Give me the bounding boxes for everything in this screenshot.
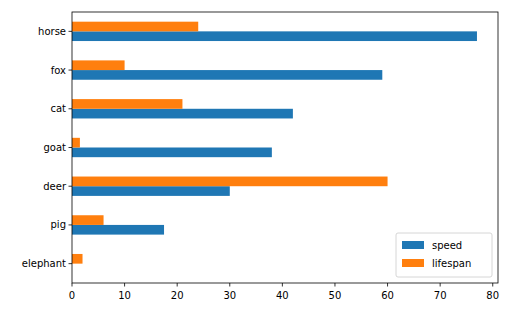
x-tick — [72, 283, 73, 287]
bars — [72, 22, 477, 264]
y-tick — [69, 70, 73, 71]
y-tick-label: elephant — [22, 258, 66, 269]
y-tick — [69, 31, 73, 32]
bar — [72, 138, 80, 148]
y-tick — [69, 263, 73, 264]
bar — [72, 60, 125, 70]
bar — [72, 215, 104, 225]
y-tick — [69, 108, 73, 109]
x-tick-label: 40 — [276, 290, 289, 301]
legend: speed lifespan — [396, 233, 492, 277]
legend-label: speed — [432, 240, 462, 251]
bar — [72, 99, 182, 109]
bar — [72, 225, 164, 235]
x-tick-label: 50 — [329, 290, 342, 301]
y-tick-label: cat — [50, 103, 66, 114]
bar — [72, 31, 477, 41]
x-tick-label: 0 — [69, 290, 75, 301]
legend-label: lifespan — [432, 258, 471, 269]
x-tick — [229, 283, 230, 287]
bar — [72, 22, 198, 32]
bar — [72, 109, 293, 119]
legend-swatch — [402, 259, 424, 267]
x-tick-label: 70 — [434, 290, 447, 301]
x-tick — [387, 283, 388, 287]
y-tick-label: horse — [38, 26, 66, 37]
x-tick-label: 60 — [381, 290, 394, 301]
x-tick — [124, 283, 125, 287]
y-tick-label: goat — [43, 142, 66, 153]
bar — [72, 186, 230, 196]
legend-swatch — [402, 241, 424, 249]
y-tick — [69, 224, 73, 225]
y-tick — [69, 186, 73, 187]
x-tick — [440, 283, 441, 287]
x-tick-label: 80 — [486, 290, 499, 301]
chart: 0 10 20 30 40 50 60 70 80 elephant pig deer goat cat f… — [0, 0, 506, 317]
bar — [72, 177, 388, 187]
bar — [72, 148, 272, 158]
y-tick — [69, 147, 73, 148]
bar — [72, 70, 382, 80]
plot-frame — [72, 12, 498, 283]
bar — [72, 254, 83, 264]
x-tick-label: 30 — [223, 290, 236, 301]
x-tick-label: 20 — [171, 290, 184, 301]
x-tick — [334, 283, 335, 287]
x-tick — [492, 283, 493, 287]
y-tick-label: fox — [51, 65, 66, 76]
x-tick — [282, 283, 283, 287]
x-tick-label: 10 — [118, 290, 131, 301]
y-tick-label: pig — [51, 219, 66, 230]
legend-box — [396, 233, 492, 277]
chart-root: 0 10 20 30 40 50 60 70 80 elephant pig deer goat cat f… — [0, 0, 506, 317]
y-tick-label: deer — [43, 181, 67, 192]
x-tick — [177, 283, 178, 287]
